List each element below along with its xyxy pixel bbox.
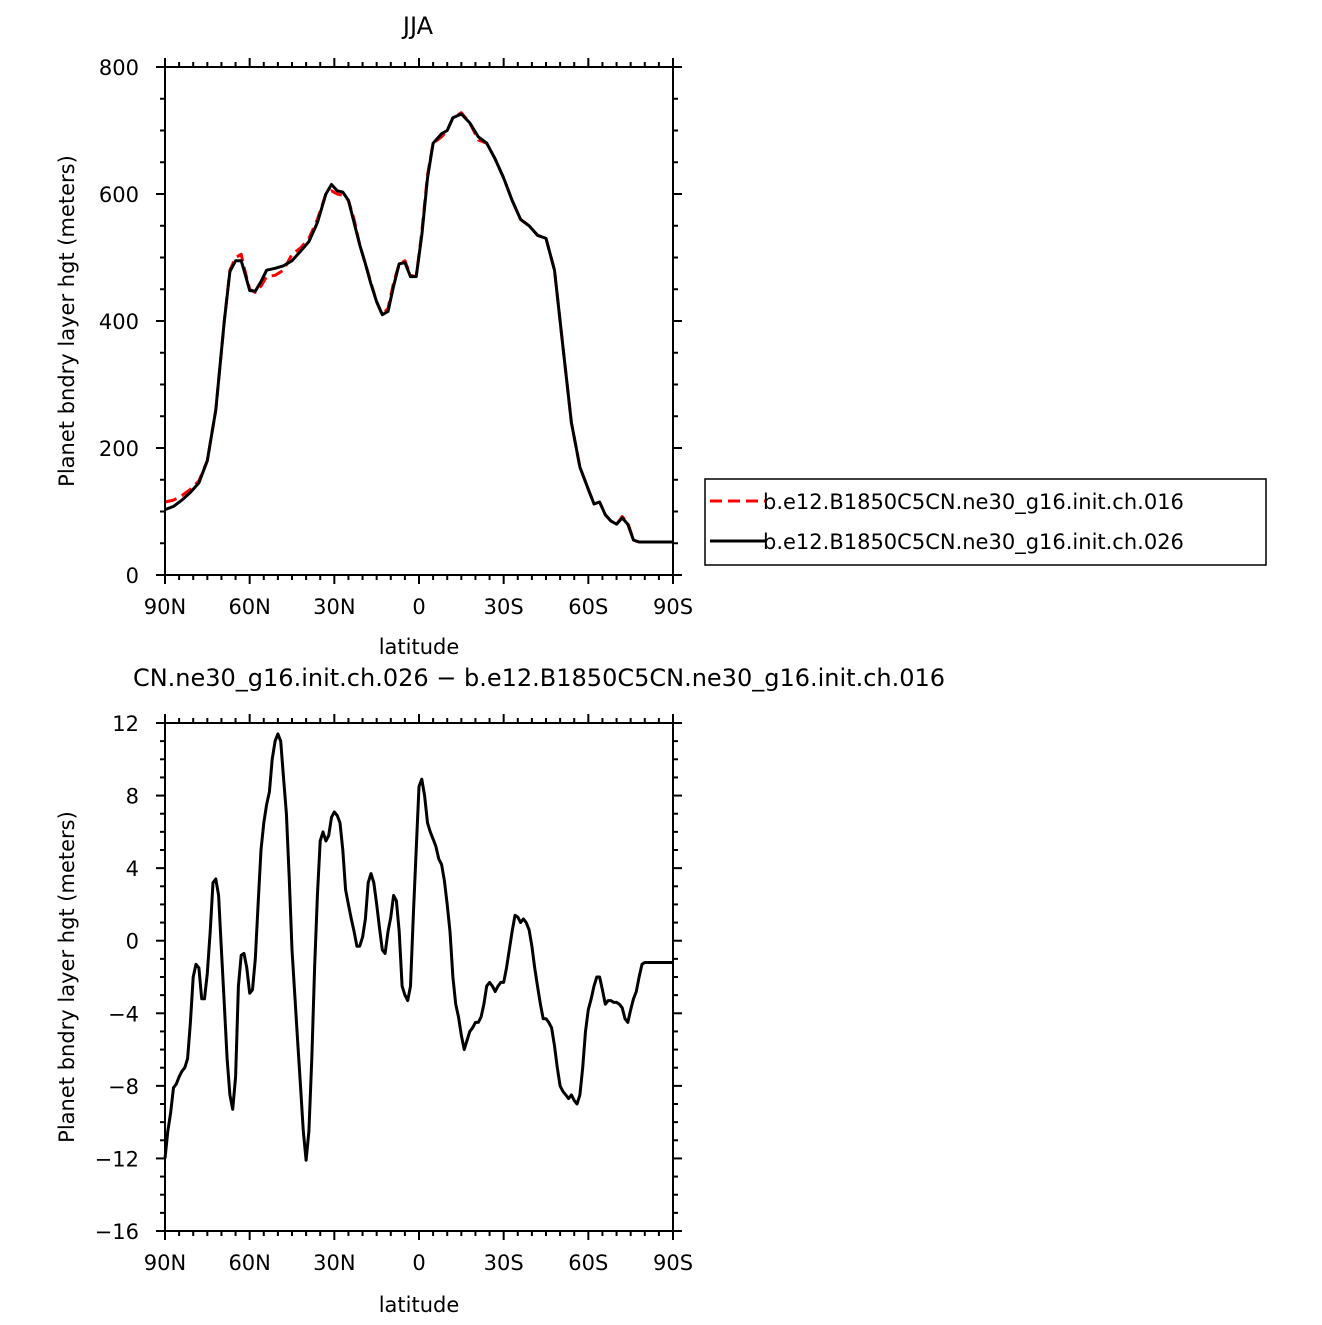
top-chart-title: JJA xyxy=(401,12,434,40)
top-x-tick-label: 60N xyxy=(228,595,270,619)
bottom-x-axis-label: latitude xyxy=(379,1293,460,1317)
top-y-tick-label: 400 xyxy=(99,310,139,334)
bottom-chart-marks xyxy=(163,732,673,1162)
top-y-tick-label: 0 xyxy=(126,564,139,588)
bottom-y-axis-label: Planet bndry layer hgt (meters) xyxy=(55,811,79,1143)
bottom-y-tick-label: −16 xyxy=(95,1220,139,1244)
top-panel: JJA 90N 60N 30N 0 30S 60S 90S 0 200 400 600 800 lat… xyxy=(55,12,693,659)
top-x-tick-label: 60S xyxy=(568,595,608,619)
top-series-line-1 xyxy=(164,111,673,544)
top-x-tick-label: 30S xyxy=(484,595,524,619)
top-x-tick-label: 90S xyxy=(653,595,693,619)
top-plot-frame xyxy=(164,66,674,576)
bottom-y-tick-label: 12 xyxy=(112,712,139,736)
top-x-tick-label: 0 xyxy=(412,595,425,619)
top-x-tick-label: 30N xyxy=(313,595,355,619)
top-axes-ticks: 90N 60N 30N 0 30S 60S 90S 0 200 400 600 800 xyxy=(99,56,693,619)
top-y-tick-label: 200 xyxy=(99,437,139,461)
bottom-x-tick-label: 60N xyxy=(228,1251,270,1275)
bottom-x-tick-label: 30S xyxy=(484,1251,524,1275)
bottom-y-tick-label: 8 xyxy=(126,785,139,809)
top-x-axis-label: latitude xyxy=(379,635,460,659)
bottom-axes-ticks: 90N 60N 30N 0 30S 60S 90S −16 −12 −8 −4 0 4 8 12 xyxy=(95,712,693,1275)
bottom-y-tick-label: −4 xyxy=(108,1002,139,1026)
bottom-x-tick-label: 0 xyxy=(412,1251,425,1275)
top-y-tick-label: 800 xyxy=(99,56,139,80)
bottom-chart-title: CN.ne30_g16.init.ch.026 − b.e12.B1850C5C… xyxy=(133,664,945,692)
bottom-x-tick-label: 30N xyxy=(313,1251,355,1275)
bottom-y-tick-label: −12 xyxy=(95,1147,139,1171)
bottom-y-tick-label: 4 xyxy=(126,857,139,881)
bottom-x-tick-label: 90N xyxy=(144,1251,186,1275)
legend: b.e12.B1850C5CN.ne30_g16.init.ch.016 b.e… xyxy=(704,478,1267,566)
top-chart-marks xyxy=(164,111,673,544)
bottom-x-tick-label: 60S xyxy=(568,1251,608,1275)
legend-box xyxy=(704,478,1267,566)
bottom-x-tick-label: 90S xyxy=(653,1251,693,1275)
bottom-series-line-1 xyxy=(163,732,673,1162)
top-y-axis-label: Planet bndry layer hgt (meters) xyxy=(55,155,79,487)
bottom-panel: CN.ne30_g16.init.ch.026 − b.e12.B1850C5C… xyxy=(55,664,945,1317)
top-x-tick-label: 90N xyxy=(144,595,186,619)
legend-label-series-2: b.e12.B1850C5CN.ne30_g16.init.ch.026 xyxy=(763,530,1184,555)
bottom-y-tick-label: 0 xyxy=(126,930,139,954)
legend-label-series-1: b.e12.B1850C5CN.ne30_g16.init.ch.016 xyxy=(763,490,1184,515)
top-y-tick-label: 600 xyxy=(99,183,139,207)
bottom-y-tick-label: −8 xyxy=(108,1075,139,1099)
top-series-line-2 xyxy=(164,112,673,544)
